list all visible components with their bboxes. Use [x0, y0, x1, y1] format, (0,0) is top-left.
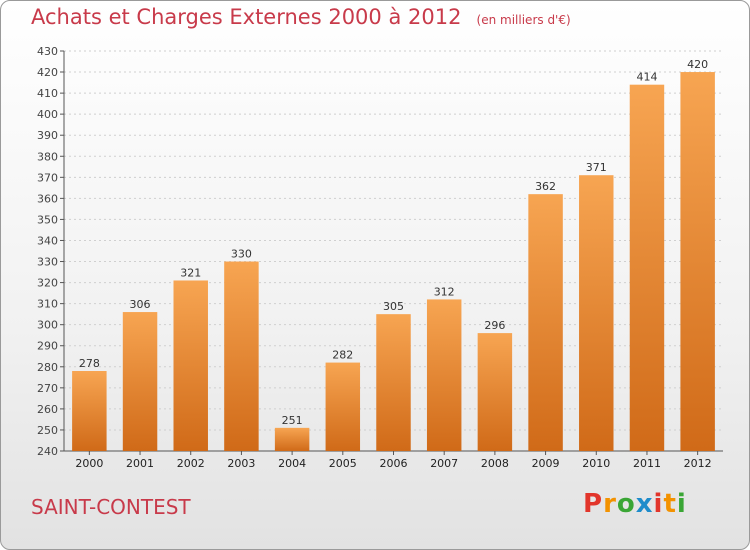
- y-tick-label: 350: [37, 213, 58, 226]
- logo-letter: i: [653, 489, 664, 519]
- chart-title: Achats et Charges Externes 2000 à 2012: [31, 5, 462, 29]
- x-tick-label: 2009: [532, 457, 560, 470]
- axes: 240 250 260 270 280 290 300 310 320 330 340 350 360 3…: [37, 45, 723, 470]
- bar-2005: [325, 362, 361, 451]
- data-label-2011: 414: [636, 71, 657, 84]
- bar-2012: [680, 72, 715, 451]
- data-label-2009: 362: [535, 180, 556, 193]
- y-tick-label: 340: [37, 234, 58, 247]
- bars: [72, 72, 715, 452]
- y-tick-label: 280: [37, 361, 58, 374]
- bar-2010: [579, 175, 614, 452]
- bar-2009: [528, 194, 563, 451]
- logo-letter: i: [676, 489, 687, 519]
- data-label-2000: 278: [79, 357, 100, 370]
- x-tick-label: 2001: [126, 457, 154, 470]
- logo-letter: P: [583, 489, 604, 519]
- logo-letter: t: [663, 489, 677, 519]
- y-tick-label: 370: [37, 171, 58, 184]
- y-tick-label: 270: [37, 382, 58, 395]
- y-tick-label: 360: [37, 192, 58, 205]
- y-tick-label: 410: [37, 87, 58, 100]
- x-tick-label: 2002: [177, 457, 205, 470]
- bar-2006: [376, 314, 411, 451]
- y-tick-label: 250: [37, 424, 58, 437]
- y-tick-label: 240: [37, 445, 58, 458]
- y-tick-label: 300: [37, 319, 58, 332]
- data-label-2006: 305: [383, 300, 404, 313]
- y-tick-label: 260: [37, 403, 58, 416]
- x-tick-label: 2003: [227, 457, 255, 470]
- y-tick-label: 320: [37, 277, 58, 290]
- x-tick-label: 2011: [633, 457, 661, 470]
- data-label-2005: 282: [332, 349, 353, 362]
- bar-2008: [477, 333, 513, 451]
- y-tick-label: 420: [37, 66, 58, 79]
- chart-title-block: Achats et Charges Externes 2000 à 2012 (…: [31, 5, 571, 29]
- bar-2011: [629, 84, 665, 452]
- x-tick-label: 2004: [278, 457, 306, 470]
- bar-2003: [224, 261, 259, 451]
- x-tick-label: 2008: [481, 457, 509, 470]
- bar-2004: [274, 427, 310, 451]
- y-tick-label: 330: [37, 256, 58, 269]
- bar-2001: [122, 312, 158, 451]
- data-label-2003: 330: [231, 248, 252, 261]
- y-tick-label: 390: [37, 129, 58, 142]
- x-tick-label: 2000: [75, 457, 103, 470]
- bar-2000: [72, 371, 107, 451]
- y-tick-label: 310: [37, 298, 58, 311]
- data-label-2007: 312: [434, 285, 455, 298]
- data-label-2012: 420: [687, 58, 708, 71]
- bar-2002: [173, 280, 208, 451]
- y-tick-label: 400: [37, 108, 58, 121]
- x-tick-label: 2010: [582, 457, 610, 470]
- data-label-2008: 296: [484, 319, 505, 332]
- data-label-2001: 306: [130, 298, 151, 311]
- x-tick-label: 2006: [380, 457, 408, 470]
- logo-letter: r: [603, 489, 617, 519]
- x-tick-label: 2005: [329, 457, 357, 470]
- x-tick-label: 2012: [684, 457, 712, 470]
- data-labels: 278 306 321 330 251 282 305 312 296 362 371 414 420: [79, 58, 708, 427]
- city-name: SAINT-CONTEST: [31, 495, 191, 519]
- y-tick-label: 290: [37, 340, 58, 353]
- proxiti-logo[interactable]: Proxiti: [583, 489, 687, 519]
- data-label-2010: 371: [586, 161, 607, 174]
- y-tick-label: 380: [37, 150, 58, 163]
- bar-2007: [426, 299, 462, 451]
- data-label-2004: 251: [282, 414, 303, 427]
- logo-letter: o: [616, 489, 636, 519]
- data-label-2002: 321: [180, 266, 201, 279]
- x-tick-label: 2007: [430, 457, 458, 470]
- chart-unit: (en milliers d'€): [476, 13, 571, 27]
- logo-letter: x: [635, 489, 654, 519]
- y-tick-label: 430: [37, 45, 58, 58]
